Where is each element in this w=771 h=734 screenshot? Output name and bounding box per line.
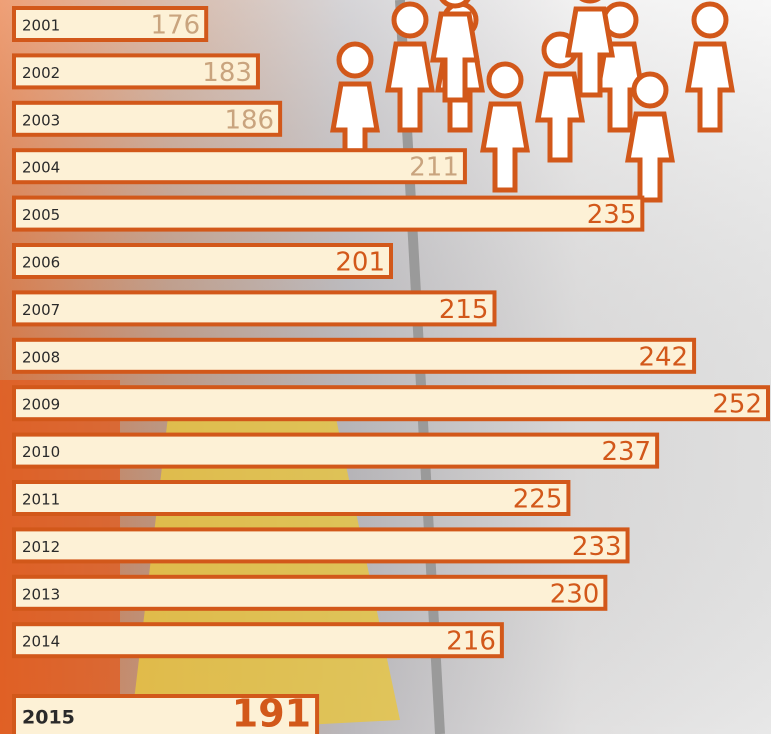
bar	[12, 694, 320, 734]
bar	[12, 385, 770, 422]
person-body	[595, 41, 645, 133]
people-icons	[330, 0, 735, 203]
value-label: 225	[513, 485, 563, 515]
category-label: 2002	[22, 64, 60, 82]
bar	[12, 527, 630, 564]
value-label: 186	[224, 105, 274, 135]
person-head	[579, 0, 601, 4]
person-head	[439, 0, 471, 9]
value-label: 252	[712, 390, 762, 420]
category-label: 2009	[22, 396, 60, 414]
value-label: 215	[439, 295, 489, 325]
category-label: 2005	[22, 206, 60, 224]
value-label: 183	[202, 58, 252, 88]
category-label: 2006	[22, 254, 60, 272]
value-label: 191	[232, 692, 311, 734]
bar	[12, 432, 660, 469]
value-label: 242	[638, 342, 688, 372]
category-label: 2011	[22, 491, 60, 509]
value-label: 235	[587, 200, 637, 230]
person-head	[391, 1, 429, 39]
category-label: 2004	[22, 159, 60, 177]
category-label: 2001	[22, 17, 60, 35]
value-label: 237	[601, 437, 651, 467]
person-head	[691, 1, 729, 39]
bar	[12, 480, 571, 516]
person-head	[486, 61, 524, 99]
value-label: 216	[446, 627, 496, 657]
category-label: 2014	[22, 633, 60, 651]
person-head	[631, 71, 669, 109]
bar	[12, 243, 393, 279]
value-label: 211	[409, 153, 459, 183]
category-label: 2003	[22, 111, 60, 129]
bar	[12, 53, 260, 90]
person-body	[625, 111, 675, 203]
person-head	[336, 41, 374, 79]
bar	[12, 6, 209, 42]
person-body	[330, 81, 380, 173]
bar	[12, 337, 697, 374]
person-body	[565, 6, 615, 98]
person-body	[535, 71, 585, 163]
category-label: 2013	[22, 585, 60, 603]
bar	[12, 148, 467, 185]
category-label: 2007	[22, 301, 60, 319]
category-label: 2008	[22, 348, 60, 366]
person-body	[430, 11, 480, 103]
value-label: 201	[335, 248, 385, 278]
person-body	[685, 41, 735, 133]
person-body	[480, 101, 530, 193]
category-label: 2010	[22, 443, 60, 461]
value-label: 230	[550, 579, 600, 609]
bar	[12, 574, 608, 611]
bars: 2001 176 2002 183 2003 186 2004 211 2005 235 2006 2…	[12, 6, 770, 734]
value-label: 233	[572, 532, 622, 562]
person-body	[385, 41, 435, 133]
bar	[12, 622, 504, 659]
category-label: 2012	[22, 538, 60, 556]
bar	[12, 290, 497, 327]
value-label: 176	[151, 11, 201, 41]
bar	[12, 195, 645, 232]
bar	[12, 100, 283, 137]
category-label: 2015	[22, 707, 75, 729]
